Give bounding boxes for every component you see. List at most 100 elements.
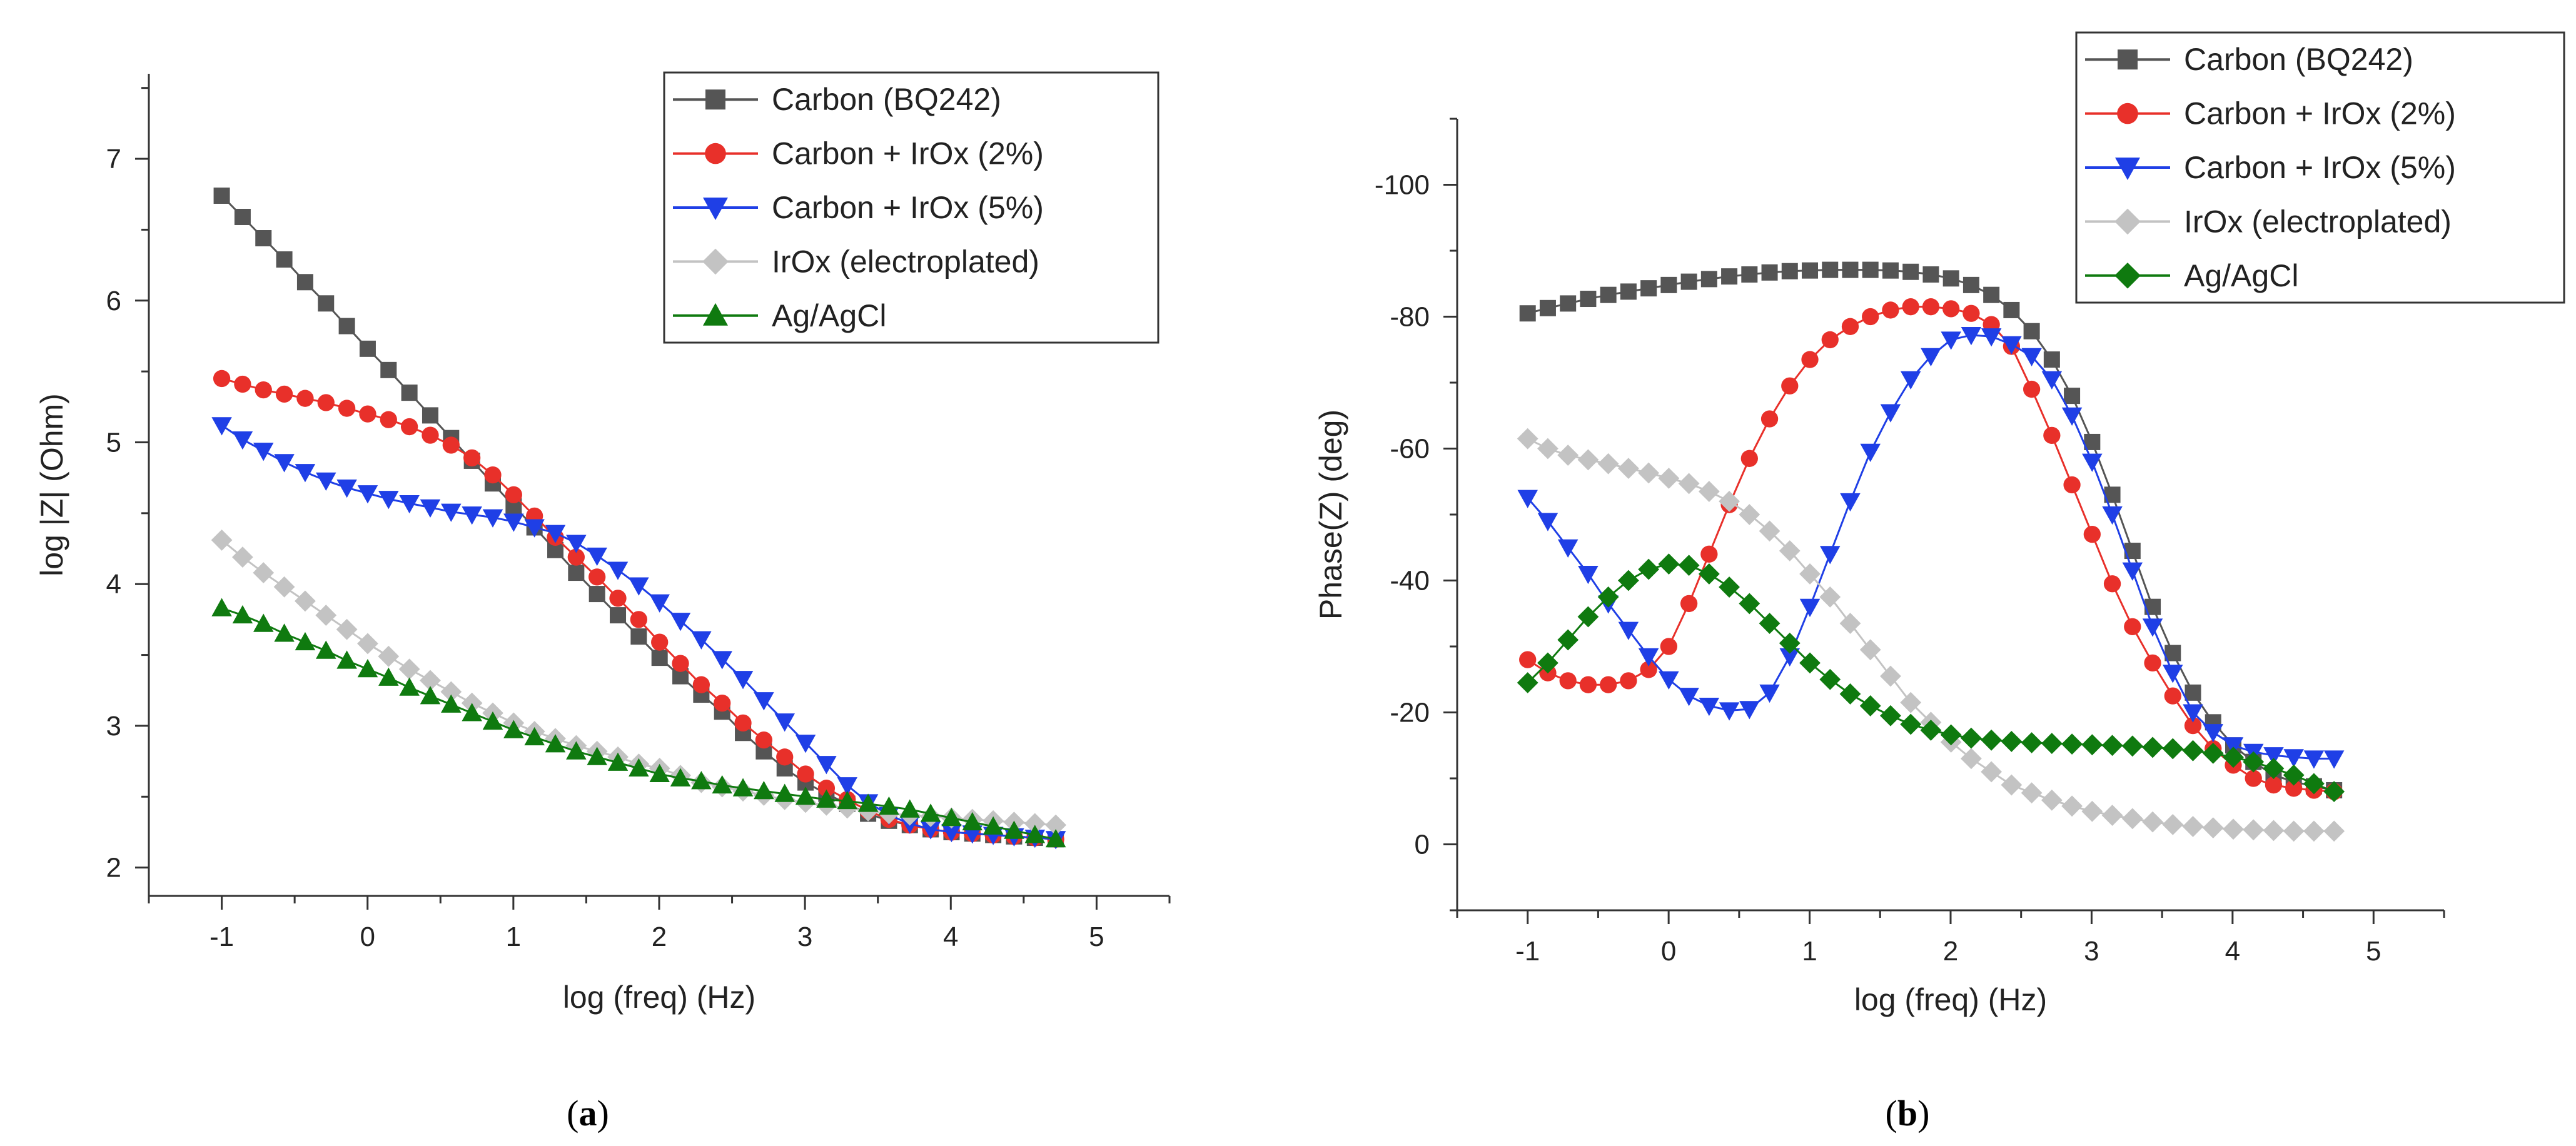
data-point-ag-agcl-b: [1961, 727, 1982, 749]
legend-swatch-marker-a: [703, 303, 728, 326]
data-point-carbon-irox-2-a: [609, 590, 627, 607]
data-point-carbon-irox-2-b: [1922, 298, 1940, 316]
data-point-irox-electroplated-b: [1839, 613, 1861, 634]
data-point-irox-electroplated-b: [2142, 811, 2163, 833]
x-tick-label-b: 1: [1802, 936, 1817, 967]
data-point-carbon-irox-5-b: [2163, 665, 2183, 683]
data-point-carbon-irox-2-b: [1519, 651, 1537, 668]
data-point-carbon-irox-2-b: [1579, 676, 1597, 693]
data-point-carbon-irox-5-b: [2303, 750, 2325, 769]
data-point-carbon-irox-5-b: [1638, 648, 1659, 667]
data-point-ag-agcl-a: [920, 803, 941, 822]
y-tick-label-b: -80: [1390, 302, 1430, 333]
x-tick-label-a: 0: [360, 922, 375, 952]
data-point-ag-agcl-b: [2202, 743, 2224, 764]
data-point-irox-electroplated-b: [2101, 805, 2123, 826]
data-point-carbon-irox-2-a: [714, 695, 731, 712]
data-point-ag-agcl-a: [587, 746, 607, 765]
data-point-ag-agcl-b: [1759, 613, 1780, 634]
chart-panel-a: -1 0 1 2 3 4 5 2 3 4 5 6 7 log (freq) (Hz) log |Z| (Oh…: [34, 71, 1171, 1015]
data-point-carbon-bq242-a: [630, 628, 647, 645]
data-point-carbon-irox-2-a: [651, 633, 669, 651]
data-point-ag-agcl-a: [1004, 820, 1024, 839]
data-point-irox-electroplated-b: [1961, 748, 1982, 770]
data-point-irox-electroplated-b: [1719, 491, 1740, 512]
x-tick-label-b: -1: [1515, 936, 1540, 967]
data-point-carbon-irox-5-a: [274, 454, 295, 473]
y-tick-label-b: 0: [1415, 830, 1430, 860]
data-point-carbon-irox-5-a: [232, 431, 253, 450]
legend-label-a: Carbon (BQ242): [772, 82, 1001, 117]
x-axis-label-b: log (freq) (Hz): [1854, 982, 2047, 1017]
data-point-carbon-irox-2-a: [422, 426, 439, 444]
data-point-ag-agcl-a: [253, 613, 274, 632]
legend-label-a: Carbon + IrOx (2%): [772, 136, 1044, 171]
data-point-ag-agcl-a: [274, 623, 295, 642]
data-point-carbon-irox-5-a: [441, 503, 462, 522]
data-point-irox-electroplated-b: [2223, 818, 2244, 840]
data-point-ag-agcl-a: [399, 677, 420, 696]
data-point-carbon-irox-2-a: [296, 390, 314, 407]
data-point-ag-agcl-a: [712, 775, 732, 794]
data-point-irox-electroplated-b: [1739, 504, 1760, 525]
data-point-irox-electroplated-b: [1880, 665, 1901, 687]
data-point-carbon-irox-5-b: [1578, 565, 1599, 585]
data-point-carbon-bq242-b: [1620, 283, 1637, 300]
y-tick-label-a: 6: [106, 286, 121, 316]
data-point-carbon-irox-2-a: [380, 411, 397, 428]
data-point-irox-electroplated-b: [2323, 820, 2345, 842]
data-point-carbon-irox-5-b: [1739, 701, 1760, 720]
data-point-carbon-bq242-a: [234, 208, 251, 225]
data-point-irox-electroplated-b: [2162, 813, 2184, 835]
data-point-carbon-irox-2-b: [1781, 377, 1799, 395]
data-point-ag-agcl-b: [1981, 729, 2003, 751]
data-point-carbon-irox-5-b: [1820, 546, 1841, 565]
x-axis-label-a: log (freq) (Hz): [563, 980, 755, 1015]
data-point-carbon-bq242-a: [318, 295, 335, 312]
data-point-carbon-irox-2-a: [797, 765, 814, 783]
legend-swatch-marker-a: [705, 89, 725, 110]
data-point-carbon-bq242-b: [1721, 268, 1738, 285]
data-point-carbon-irox-5-a: [712, 651, 732, 670]
data-point-carbon-irox-5-b: [2203, 724, 2223, 743]
data-point-carbon-irox-2-a: [275, 385, 293, 403]
data-point-carbon-irox-5-a: [211, 417, 232, 436]
data-point-irox-electroplated-b: [2061, 795, 2083, 817]
data-point-carbon-irox-5-a: [607, 561, 629, 580]
data-point-carbon-irox-5-a: [545, 525, 566, 543]
data-point-carbon-irox-5-a: [295, 464, 316, 483]
data-point-ag-agcl-a: [420, 686, 441, 705]
data-point-carbon-irox-2-b: [1700, 545, 1718, 563]
data-point-ag-agcl-a: [649, 763, 670, 783]
data-point-ag-agcl-a: [566, 741, 587, 760]
data-point-ag-agcl-b: [1597, 586, 1619, 608]
data-point-irox-electroplated-b: [2121, 808, 2143, 830]
legend-item-carbon-bq242-b: Carbon (BQ242): [2085, 42, 2413, 77]
data-point-carbon-irox-5-b: [1659, 671, 1679, 690]
data-point-carbon-irox-5-b: [2263, 747, 2284, 766]
data-point-carbon-irox-2-b: [2245, 770, 2262, 787]
data-point-carbon-irox-5-a: [732, 671, 754, 690]
data-point-ag-agcl-a: [629, 758, 649, 777]
data-point-carbon-irox-2-b: [1862, 308, 1879, 326]
data-point-carbon-irox-5-a: [503, 513, 524, 532]
data-point-irox-electroplated-b: [2081, 800, 2103, 822]
data-point-ag-agcl-b: [1839, 683, 1861, 705]
data-point-carbon-bq242-a: [588, 586, 605, 603]
data-point-carbon-irox-5-b: [1799, 598, 1821, 617]
data-point-carbon-irox-2-b: [1882, 301, 1899, 319]
data-point-irox-electroplated-b: [1678, 473, 1700, 495]
data-point-carbon-irox-5-a: [316, 472, 336, 491]
data-point-carbon-irox-2-b: [2023, 380, 2041, 398]
data-point-irox-electroplated-b: [1617, 458, 1639, 480]
data-point-ag-agcl-a: [962, 812, 983, 831]
data-point-carbon-bq242-b: [1761, 264, 1778, 281]
data-point-carbon-bq242-a: [380, 361, 397, 378]
data-point-ag-agcl-b: [2101, 735, 2123, 756]
data-point-irox-electroplated-b: [1799, 563, 1821, 585]
data-point-carbon-irox-5-a: [482, 509, 503, 528]
data-point-carbon-irox-2-b: [1740, 450, 1758, 467]
data-point-carbon-irox-5-b: [1557, 539, 1578, 558]
data-point-ag-agcl-a: [211, 598, 232, 616]
